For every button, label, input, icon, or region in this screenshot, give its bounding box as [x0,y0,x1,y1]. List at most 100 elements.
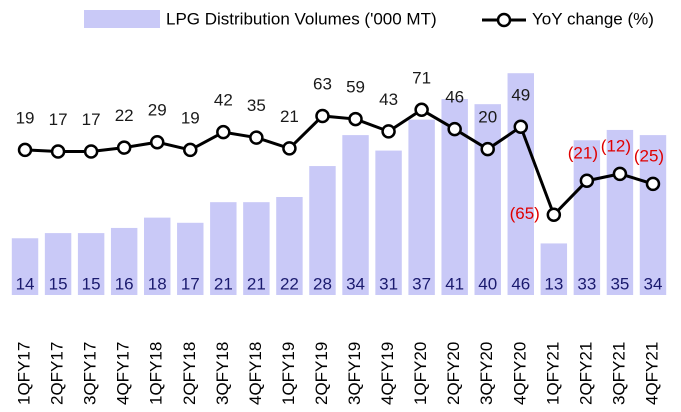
bar [408,119,435,295]
line [24,108,654,218]
line-value-label: 46 [445,88,464,107]
x-tick-label: 2QFY18 [180,342,199,405]
bar [309,166,336,295]
bar-value-label: 35 [610,274,629,293]
bar [507,73,534,295]
x-tick-label: 3QFY20 [477,342,496,405]
line-marker [579,173,595,189]
bar-value-label: 21 [214,274,233,293]
bar [474,104,501,295]
line-marker [216,124,231,140]
bar-value-label: 16 [115,274,134,293]
bar-value-label: 28 [313,274,332,293]
line-marker [381,124,396,139]
bar-value-label: 41 [445,274,464,293]
bar [11,238,39,295]
line-value-label: 20 [478,108,497,127]
line-value-label: 43 [379,90,398,109]
line-marker [612,166,628,182]
x-tick-label: 3QFY19 [345,342,364,405]
legend-bar-swatch [84,10,160,28]
x-tick-label: 3QFY17 [81,342,100,405]
x-tick-label: 4QFY20 [510,342,529,405]
bar [177,222,204,295]
x-tick-label: 4QFY19 [378,342,397,405]
bar-value-label: 40 [478,274,497,293]
x-tick-label: 4QFY21 [642,342,661,405]
line-marker [116,140,132,155]
bar [573,140,601,295]
line-marker [513,119,529,135]
line-marker [17,142,33,158]
legend-label: LPG Distribution Volumes ('000 MT) [166,9,437,28]
line-marker [149,134,165,150]
x-tick-label: 1QFY17 [15,342,34,405]
line-marker [645,176,661,192]
line-value-label: 29 [148,101,167,120]
bar [639,135,667,295]
bar-value-label: 21 [247,274,266,293]
line-value-label: (25) [634,146,664,165]
bar [44,233,72,295]
bar-value-label: 17 [181,274,200,293]
line-value-label: 19 [181,108,200,127]
line-value-label: 42 [214,91,233,110]
line-value-label: 19 [16,108,35,127]
bar [110,227,138,295]
line-value-label: 35 [247,96,266,115]
line-value-label: (12) [601,136,631,155]
bar [243,202,270,295]
bar-value-label: 13 [544,274,563,293]
x-tick-label: 2QFY21 [576,342,595,405]
x-tick-label: 1QFY18 [147,342,166,405]
x-tick-label: 2QFY17 [48,342,67,405]
bar-value-label: 34 [644,274,663,293]
line-marker [414,102,429,118]
line-value-label: 17 [49,110,68,129]
line-value-label: 17 [82,110,101,129]
line-value-label: (21) [568,143,598,162]
bar-value-label: 22 [280,274,299,293]
bar-value-label: 15 [82,274,101,293]
x-tick-label: 2QFY20 [444,342,463,405]
bar [342,135,369,295]
x-tick-label: 4QFY18 [246,342,265,405]
bar-value-label: 33 [577,274,596,293]
x-tick-label: 1QFY19 [279,342,298,405]
line-value-label: 21 [280,107,299,126]
line-value-label: (65) [510,204,540,223]
line-marker [447,121,462,137]
bar-value-label: 31 [379,274,398,293]
x-tick-label: 1QFY20 [411,342,430,405]
line-marker [546,207,562,222]
bar-value-label: 18 [148,274,167,293]
line-marker [183,142,198,158]
bar [606,129,634,295]
bar [144,217,171,295]
line-marker [50,144,66,159]
legend-label: YoY change (%) [532,9,654,28]
bar-value-label: 14 [16,274,35,293]
line-marker [348,111,363,127]
x-tick-label: 3QFY21 [609,342,628,405]
bar-value-label: 34 [346,274,365,293]
bar-value-label: 46 [511,274,530,293]
legend-marker [496,12,512,28]
x-tick-label: 4QFY17 [114,342,133,405]
line-value-label: 22 [115,106,134,125]
line-marker [83,144,99,159]
line-value-label: 63 [313,74,332,93]
line-marker [282,141,297,156]
bar [210,202,237,295]
line-value-label: 71 [412,68,431,87]
line-marker [249,130,264,145]
bar [375,150,402,295]
bar-value-label: 15 [49,274,68,293]
bar [540,243,568,295]
x-tick-label: 3QFY18 [213,342,232,405]
line-marker [315,108,330,124]
line-value-label: 59 [346,78,365,97]
x-tick-label: 1QFY21 [543,342,562,405]
line-value-label: 49 [511,85,530,104]
